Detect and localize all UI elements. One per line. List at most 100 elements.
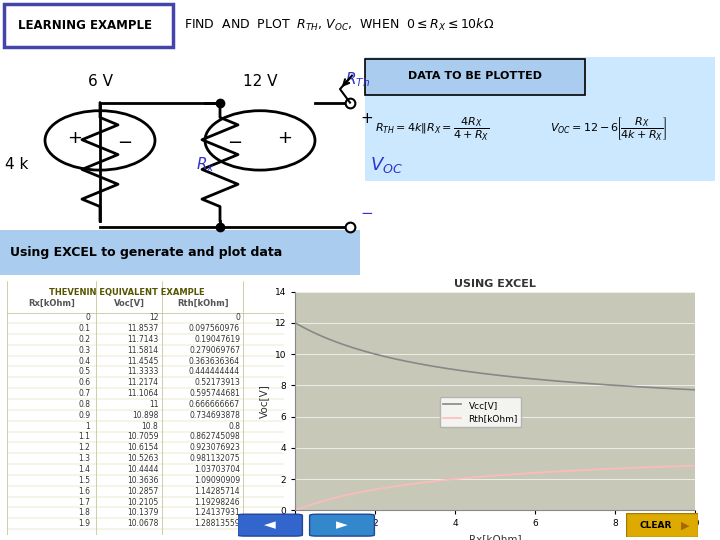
- Text: 1.14285714: 1.14285714: [194, 487, 240, 496]
- Vcc[V]: [690, 387, 699, 393]
- Text: 6 V: 6 V: [88, 74, 112, 89]
- Text: 1.6: 1.6: [78, 487, 91, 496]
- Text: LEARNING EXAMPLE: LEARNING EXAMPLE: [18, 19, 152, 32]
- Text: 11: 11: [149, 400, 158, 409]
- Text: ▶: ▶: [681, 520, 690, 530]
- Text: 0.595744681: 0.595744681: [189, 389, 240, 398]
- Text: 10.2857: 10.2857: [127, 487, 158, 496]
- Text: 11.8537: 11.8537: [127, 324, 158, 333]
- FancyBboxPatch shape: [365, 57, 715, 181]
- Text: FIND  AND  PLOT  $R_{TH}$, $V_{OC}$,  WHEN  $0 \leq R_X \leq 10k\Omega$: FIND AND PLOT $R_{TH}$, $V_{OC}$, WHEN $…: [184, 17, 494, 33]
- Text: 10.4444: 10.4444: [127, 465, 158, 474]
- Text: 10.1379: 10.1379: [127, 508, 158, 517]
- FancyBboxPatch shape: [238, 514, 302, 536]
- Text: 0.923076923: 0.923076923: [189, 443, 240, 453]
- Vcc[V]: [681, 386, 690, 393]
- FancyBboxPatch shape: [0, 230, 360, 275]
- Text: 0.3: 0.3: [78, 346, 91, 355]
- Rth[kOhm]: [690, 462, 699, 469]
- Text: 11.3333: 11.3333: [127, 367, 158, 376]
- Text: 0.7: 0.7: [78, 389, 91, 398]
- Text: 0.981132075: 0.981132075: [189, 454, 240, 463]
- Text: 4 k: 4 k: [5, 157, 28, 172]
- Text: −: −: [360, 206, 373, 221]
- Text: 11.5814: 11.5814: [127, 346, 158, 355]
- X-axis label: Rx[kOhm]: Rx[kOhm]: [469, 534, 521, 540]
- Text: 1.28813559: 1.28813559: [194, 519, 240, 528]
- Text: 11.1064: 11.1064: [127, 389, 158, 398]
- Rth[kOhm]: [618, 465, 627, 471]
- Rth[kOhm]: [481, 473, 490, 480]
- Text: +: +: [360, 111, 373, 126]
- Text: 1.7: 1.7: [78, 497, 91, 507]
- Text: 0.279069767: 0.279069767: [189, 346, 240, 355]
- FancyBboxPatch shape: [4, 4, 173, 47]
- Vcc[V]: [507, 374, 516, 380]
- Text: 1.19298246: 1.19298246: [194, 497, 240, 507]
- Legend: Vcc[V], Rth[kOhm]: Vcc[V], Rth[kOhm]: [440, 397, 521, 427]
- Text: 1.5: 1.5: [78, 476, 91, 485]
- Text: −: −: [117, 134, 132, 152]
- Text: $R_{TH} = 4k \| R_X = \dfrac{4R_X}{4+R_X}$: $R_{TH} = 4k \| R_X = \dfrac{4R_X}{4+R_X…: [375, 116, 490, 143]
- Text: 11.4545: 11.4545: [127, 356, 158, 366]
- Rth[kOhm]: [507, 471, 516, 477]
- Text: 0.6: 0.6: [78, 378, 91, 387]
- Text: 11.2174: 11.2174: [127, 378, 158, 387]
- Text: 1.1: 1.1: [78, 433, 91, 442]
- Text: 0.862745098: 0.862745098: [189, 433, 240, 442]
- Text: 0.19047619: 0.19047619: [194, 335, 240, 344]
- Text: 0.734693878: 0.734693878: [189, 411, 240, 420]
- Text: Rth[kOhm]: Rth[kOhm]: [177, 299, 228, 308]
- Rth[kOhm]: [681, 463, 690, 469]
- Text: 1.8: 1.8: [78, 508, 91, 517]
- Text: Rx[kOhm]: Rx[kOhm]: [28, 299, 75, 308]
- Rth[kOhm]: [483, 473, 492, 480]
- FancyBboxPatch shape: [310, 514, 374, 536]
- Text: 0.2: 0.2: [78, 335, 91, 344]
- Text: 12 V: 12 V: [243, 74, 277, 89]
- Text: THEVENIN EQUIVALENT EXAMPLE: THEVENIN EQUIVALENT EXAMPLE: [48, 288, 204, 298]
- Text: $V_{OC}$: $V_{OC}$: [370, 154, 403, 175]
- Line: Vcc[V]: Vcc[V]: [295, 323, 695, 390]
- Text: 1.24137931: 1.24137931: [194, 508, 240, 517]
- Text: 10.898: 10.898: [132, 411, 158, 420]
- Text: +: +: [68, 129, 83, 147]
- Text: 0.5: 0.5: [78, 367, 91, 376]
- Text: 12: 12: [149, 313, 158, 322]
- Text: $R_{Th}$: $R_{Th}$: [345, 70, 370, 89]
- Text: 1.03703704: 1.03703704: [194, 465, 240, 474]
- Text: −: −: [228, 134, 243, 152]
- Text: 0.9: 0.9: [78, 411, 91, 420]
- Vcc[V]: [528, 376, 537, 382]
- Text: 11.7143: 11.7143: [127, 335, 158, 344]
- Rth[kOhm]: [291, 507, 300, 514]
- Vcc[V]: [291, 320, 300, 326]
- Text: 0.363636364: 0.363636364: [189, 356, 240, 366]
- Text: +: +: [277, 129, 292, 147]
- Rth[kOhm]: [528, 470, 537, 476]
- Text: 0.097560976: 0.097560976: [189, 324, 240, 333]
- Text: 10.2105: 10.2105: [127, 497, 158, 507]
- Text: 0.444444444: 0.444444444: [189, 367, 240, 376]
- Text: 10.6154: 10.6154: [127, 443, 158, 453]
- Text: ◄: ◄: [264, 518, 276, 532]
- Text: 0: 0: [235, 313, 240, 322]
- Text: 1.2: 1.2: [78, 443, 91, 453]
- Vcc[V]: [483, 371, 492, 377]
- Text: 1: 1: [86, 422, 91, 430]
- Text: Using EXCEL to generate and plot data: Using EXCEL to generate and plot data: [10, 246, 282, 259]
- Text: 0.666666667: 0.666666667: [189, 400, 240, 409]
- FancyBboxPatch shape: [365, 59, 585, 94]
- FancyBboxPatch shape: [626, 513, 698, 537]
- Text: 10.3636: 10.3636: [127, 476, 158, 485]
- Text: Voc[V]: Voc[V]: [114, 299, 145, 308]
- Text: 1.9: 1.9: [78, 519, 91, 528]
- Text: 10.0678: 10.0678: [127, 519, 158, 528]
- Text: 1.09090909: 1.09090909: [194, 476, 240, 485]
- Vcc[V]: [618, 383, 627, 389]
- Text: 1.4: 1.4: [78, 465, 91, 474]
- Text: ►: ►: [336, 518, 348, 532]
- Text: CLEAR: CLEAR: [639, 521, 671, 530]
- Text: $R_x$: $R_x$: [196, 156, 215, 174]
- Line: Rth[kOhm]: Rth[kOhm]: [295, 465, 695, 510]
